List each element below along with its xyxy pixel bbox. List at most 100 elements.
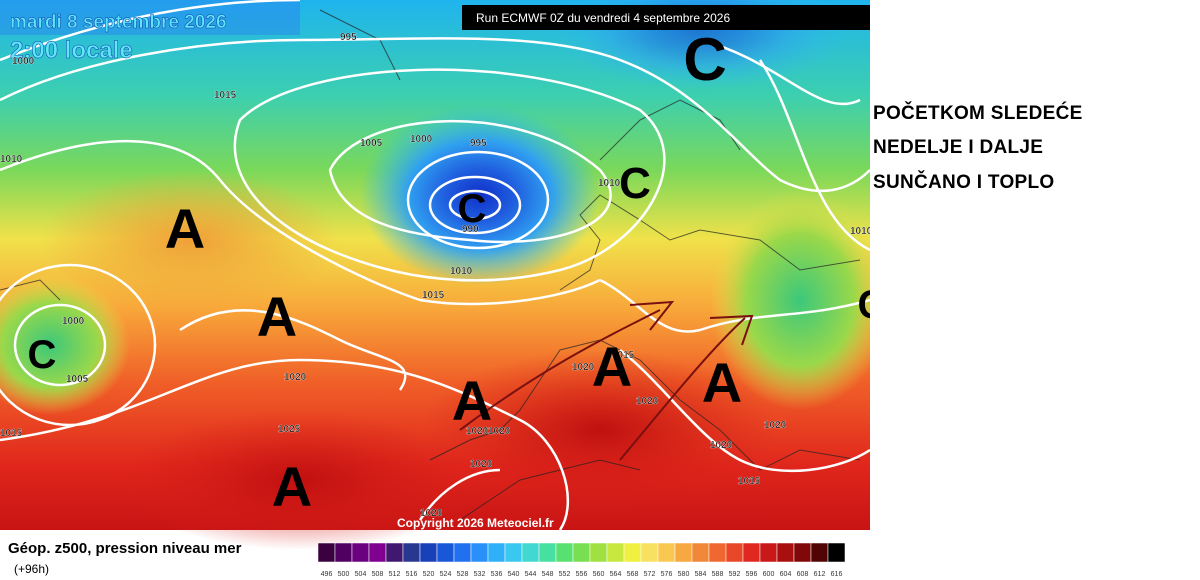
isobar-label: 1010 (850, 226, 870, 237)
isobar-label: 1005 (360, 138, 383, 149)
scale-swatch (334, 542, 353, 563)
pressure-system: C (683, 26, 726, 93)
scale-swatch (793, 542, 812, 563)
scale-label: 580 (678, 571, 690, 578)
pressure-system: A (592, 335, 632, 398)
scale-label: 564 (610, 571, 622, 578)
scale-label: 600 (763, 571, 775, 578)
scale-swatch (453, 542, 472, 563)
pressure-system: C (458, 187, 487, 231)
scale-swatch (317, 542, 336, 563)
copyright: Copyright 2026 Meteociel.fr (397, 516, 554, 530)
scale-swatch (640, 542, 659, 563)
scale-swatch (572, 542, 591, 563)
scale-swatch (674, 542, 693, 563)
scale-label: 616 (831, 571, 843, 578)
scale-label: 524 (440, 571, 452, 578)
scale-swatch (606, 542, 625, 563)
field (0, 0, 300, 35)
scale-label: 520 (423, 571, 435, 578)
pressure-system: A (452, 369, 492, 432)
isobar-label: 1010 (450, 266, 473, 277)
isobars (0, 0, 870, 530)
scale-label: 528 (457, 571, 469, 578)
pressure-system: A (272, 455, 312, 518)
scale-label: 604 (780, 571, 792, 578)
scale-label: 508 (372, 571, 384, 578)
scale-label: 500 (338, 571, 350, 578)
scale-label: 592 (729, 571, 741, 578)
scale-swatch (725, 542, 744, 563)
isobar-label: 1020 (284, 372, 307, 383)
isobar-label: 1000 (62, 316, 85, 327)
isobar-label: 1015 (738, 476, 761, 487)
scale-label: 568 (627, 571, 639, 578)
legend-subtitle: (+96h) (14, 562, 49, 576)
scale-swatch (657, 542, 676, 563)
scale-swatch (368, 542, 387, 563)
isobar-label: 1010 (598, 178, 621, 189)
scale-label: 556 (576, 571, 588, 578)
scale-label: 540 (508, 571, 520, 578)
weather-map: Run ECMWF 0Z du vendredi 4 septembre 202… (0, 0, 870, 578)
field (40, 170, 340, 310)
run-banner (462, 5, 870, 30)
annotation-line: NEDELJE I DALJE (873, 137, 1044, 158)
isobar-label: 995 (340, 32, 357, 43)
scale-label: 532 (474, 571, 486, 578)
scale-swatch (436, 542, 455, 563)
scale-swatch (589, 542, 608, 563)
isobar-label: 1010 (0, 154, 23, 165)
field (420, 350, 780, 510)
scale-label: 584 (695, 571, 707, 578)
isobar-label: 1020 (572, 362, 595, 373)
scale-label: 516 (406, 571, 418, 578)
scale-swatch (504, 542, 523, 563)
scale-label: 596 (746, 571, 758, 578)
scale-swatch (419, 542, 438, 563)
run-text: Run ECMWF 0Z du vendredi 4 septembre 202… (476, 11, 730, 25)
scale-swatch (623, 542, 642, 563)
scale-label: 576 (661, 571, 673, 578)
pressure-system: C (858, 283, 870, 327)
scale-swatch (827, 542, 846, 563)
scale-swatch (385, 542, 404, 563)
scale-label: 612 (814, 571, 826, 578)
scale-swatch (487, 542, 506, 563)
legend-title: Géop. z500, pression niveau mer (8, 540, 242, 557)
scale-label: 548 (542, 571, 554, 578)
annotation-line: SUNČANO I TOPLO (873, 172, 1055, 193)
isobar-label: 1020 (636, 396, 659, 407)
scale-swatch (538, 542, 557, 563)
pressure-system: A (257, 285, 297, 348)
isobar-label: 1005 (66, 374, 89, 385)
scale-swatch (351, 542, 370, 563)
scale-swatch (470, 542, 489, 563)
scale-label: 588 (712, 571, 724, 578)
isobar-label: 1020 (764, 420, 787, 431)
pressure-system: A (702, 351, 742, 414)
isobar-label: 1015 (0, 428, 23, 439)
scale-label: 512 (389, 571, 401, 578)
isobar-label: 990 (462, 224, 479, 235)
pressure-system: C (28, 333, 57, 377)
scale-label: 504 (355, 571, 367, 578)
scale-swatch (402, 542, 421, 563)
pressure-system: A (165, 197, 205, 260)
field (710, 190, 870, 410)
isobar-label: 1020 (466, 426, 489, 437)
isobar-label: 1025 (278, 424, 301, 435)
isobar-label: 1000 (12, 56, 35, 67)
scale-swatch (776, 542, 795, 563)
isobar-label: 1015 (422, 290, 445, 301)
scale-swatch (521, 542, 540, 563)
arrows (459, 300, 754, 461)
scale-swatch (691, 542, 710, 563)
field (120, 410, 480, 550)
scale-label: 544 (525, 571, 537, 578)
scale-swatch (810, 542, 829, 563)
scale-swatch (708, 542, 727, 563)
isobar-label: 1015 (612, 350, 635, 361)
isobar-label: 1020 (420, 508, 443, 519)
